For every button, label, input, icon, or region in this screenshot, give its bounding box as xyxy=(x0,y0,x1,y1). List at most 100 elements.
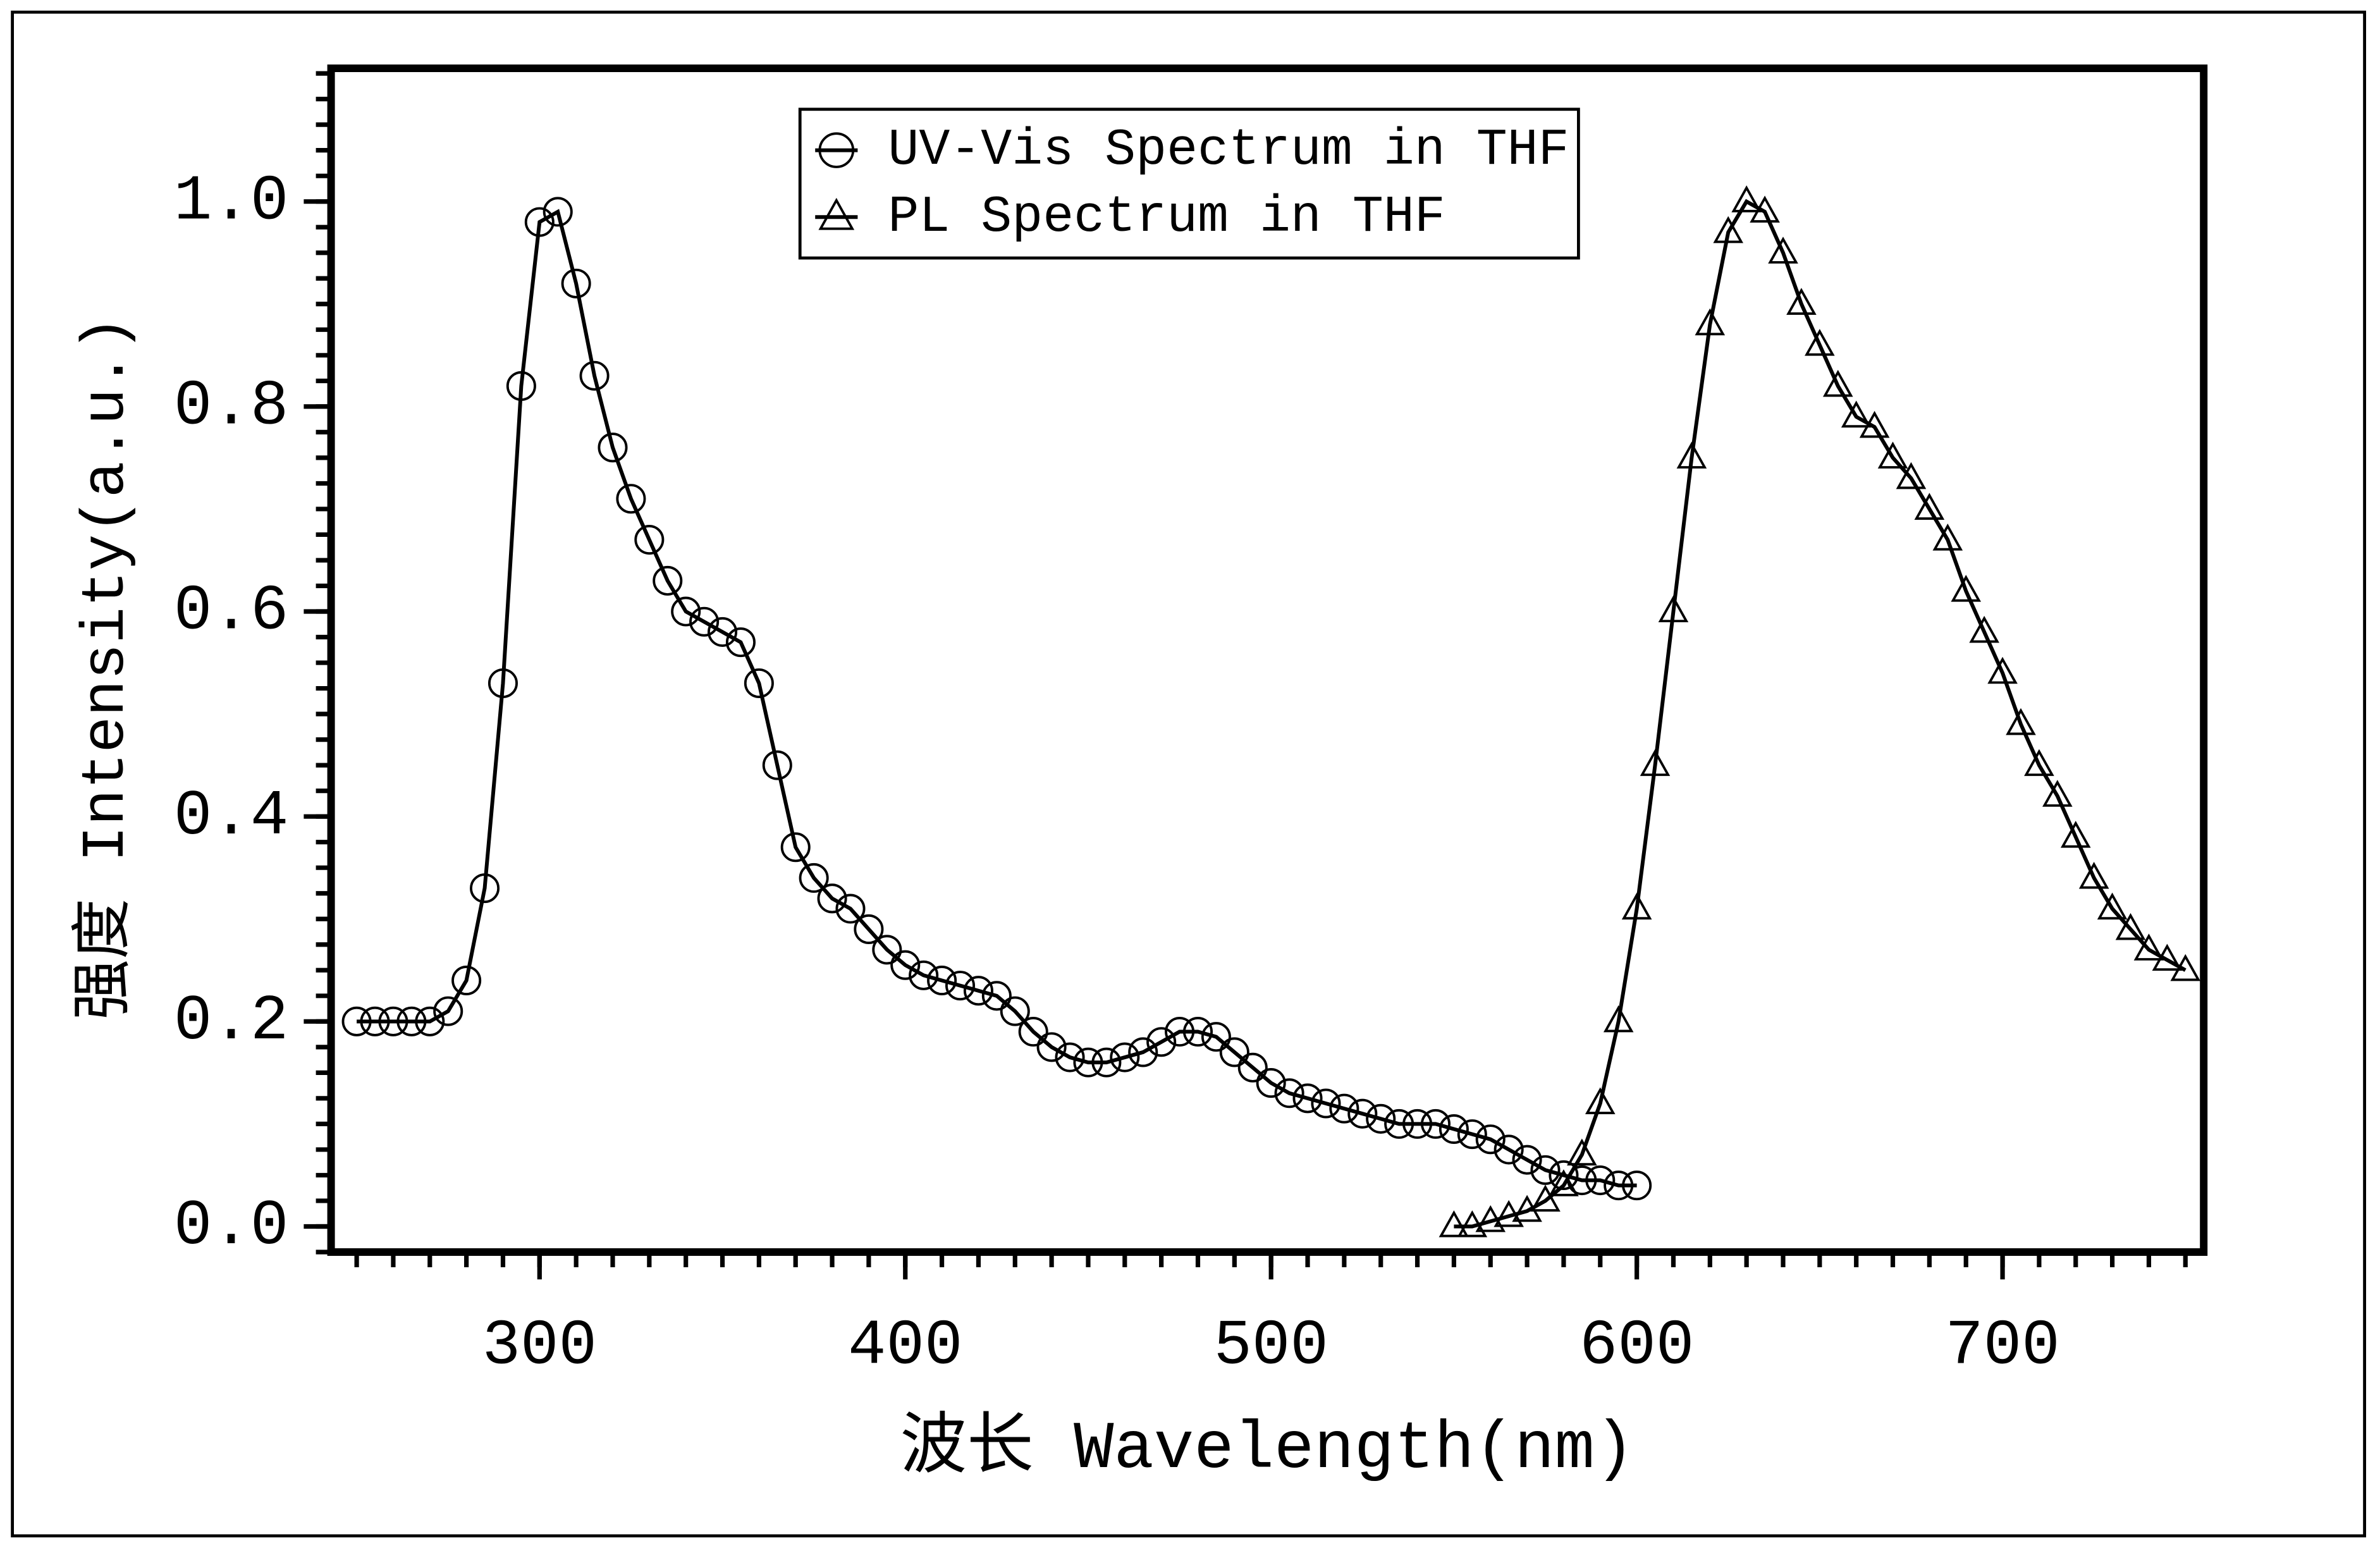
marker xyxy=(1311,1088,1341,1119)
marker xyxy=(1604,1170,1634,1201)
legend-label: UV-Vis Spectrum in THF xyxy=(888,121,1569,180)
marker xyxy=(2060,821,2091,848)
marker xyxy=(945,971,976,1001)
marker xyxy=(1438,1210,1469,1238)
marker xyxy=(1055,1042,1085,1072)
marker xyxy=(1201,1022,1231,1052)
y-tick-label: 0.8 xyxy=(174,371,288,443)
marker xyxy=(1274,1078,1304,1109)
marker xyxy=(762,750,792,780)
marker xyxy=(360,1006,390,1036)
marker xyxy=(1530,1184,1561,1212)
marker xyxy=(1036,1032,1067,1062)
marker xyxy=(2097,892,2128,920)
y-tick-label: 1.0 xyxy=(174,166,288,238)
marker xyxy=(1146,1027,1177,1057)
marker xyxy=(1622,1170,1652,1201)
marker xyxy=(1530,1155,1561,1185)
marker xyxy=(415,1006,445,1036)
marker xyxy=(708,617,738,647)
marker xyxy=(1567,1138,1597,1166)
y-tick-label: 0.6 xyxy=(174,576,288,648)
marker xyxy=(689,606,720,637)
x-tick-label: 500 xyxy=(1213,1310,1328,1382)
marker xyxy=(890,950,921,980)
marker xyxy=(378,1006,408,1036)
marker xyxy=(1165,1017,1195,1047)
marker xyxy=(1987,656,2018,684)
legend-marker xyxy=(818,197,855,230)
series-line xyxy=(357,209,1637,1188)
marker xyxy=(1896,462,1927,489)
y-tick-label: 0.0 xyxy=(174,1191,288,1263)
x-tick-label: 400 xyxy=(848,1310,962,1382)
y-axis-label: 强度 Intensity(a.u.) xyxy=(71,316,141,1020)
marker xyxy=(2133,933,2164,961)
marker xyxy=(2170,954,2201,981)
marker xyxy=(1768,236,1798,264)
marker xyxy=(2078,861,2109,889)
marker xyxy=(1713,216,1744,243)
marker xyxy=(1512,1145,1542,1175)
marker xyxy=(1494,1200,1524,1227)
x-tick-label: 600 xyxy=(1580,1310,1694,1382)
marker xyxy=(671,596,701,627)
x-tick-label: 700 xyxy=(1945,1310,2059,1382)
marker xyxy=(2115,912,2146,940)
marker xyxy=(1292,1083,1323,1114)
marker xyxy=(543,197,573,227)
legend-box xyxy=(798,108,1580,260)
marker xyxy=(2006,708,2036,735)
y-tick-label: 0.2 xyxy=(174,986,288,1058)
marker xyxy=(1877,441,1908,469)
marker xyxy=(1805,329,1835,356)
legend-marker xyxy=(818,132,855,168)
marker xyxy=(1384,1109,1414,1139)
marker xyxy=(1329,1093,1359,1124)
marker xyxy=(1585,1087,1616,1115)
y-tick-label: 0.4 xyxy=(174,781,288,853)
marker xyxy=(1110,1042,1140,1072)
marker xyxy=(1658,595,1689,623)
marker xyxy=(1676,441,1707,469)
marker xyxy=(488,668,518,698)
marker xyxy=(1549,1169,1579,1196)
marker xyxy=(1128,1037,1158,1067)
marker xyxy=(817,883,847,914)
marker xyxy=(1000,996,1030,1026)
marker xyxy=(2024,749,2054,777)
marker xyxy=(1621,892,1652,920)
marker xyxy=(1237,1052,1268,1083)
marker xyxy=(1603,1005,1634,1033)
marker xyxy=(1549,1160,1579,1190)
marker xyxy=(524,207,555,237)
marker xyxy=(1951,575,1982,602)
marker xyxy=(1585,1165,1616,1196)
marker xyxy=(598,433,628,463)
marker xyxy=(341,1006,372,1036)
marker xyxy=(470,873,500,904)
marker xyxy=(396,1006,427,1036)
x-axis-label: 波长 Wavelength(nm) xyxy=(900,1410,1635,1487)
legend-label: PL Spectrum in THF xyxy=(888,188,1445,247)
marker xyxy=(1457,1210,1488,1238)
marker xyxy=(1640,749,1671,777)
marker xyxy=(1786,288,1817,315)
marker xyxy=(561,268,591,298)
marker xyxy=(579,360,610,391)
marker xyxy=(1182,1017,1213,1047)
marker xyxy=(1475,1124,1506,1155)
marker xyxy=(1402,1109,1433,1139)
marker xyxy=(835,894,866,924)
marker xyxy=(1347,1098,1378,1129)
axes-frame xyxy=(327,64,2208,1256)
marker xyxy=(780,832,811,863)
marker xyxy=(1475,1205,1506,1232)
marker xyxy=(451,965,482,996)
marker xyxy=(872,935,902,965)
marker xyxy=(1457,1119,1487,1150)
marker xyxy=(1438,1114,1469,1145)
marker xyxy=(1073,1047,1103,1078)
marker xyxy=(1932,524,1963,551)
marker xyxy=(1219,1037,1249,1067)
